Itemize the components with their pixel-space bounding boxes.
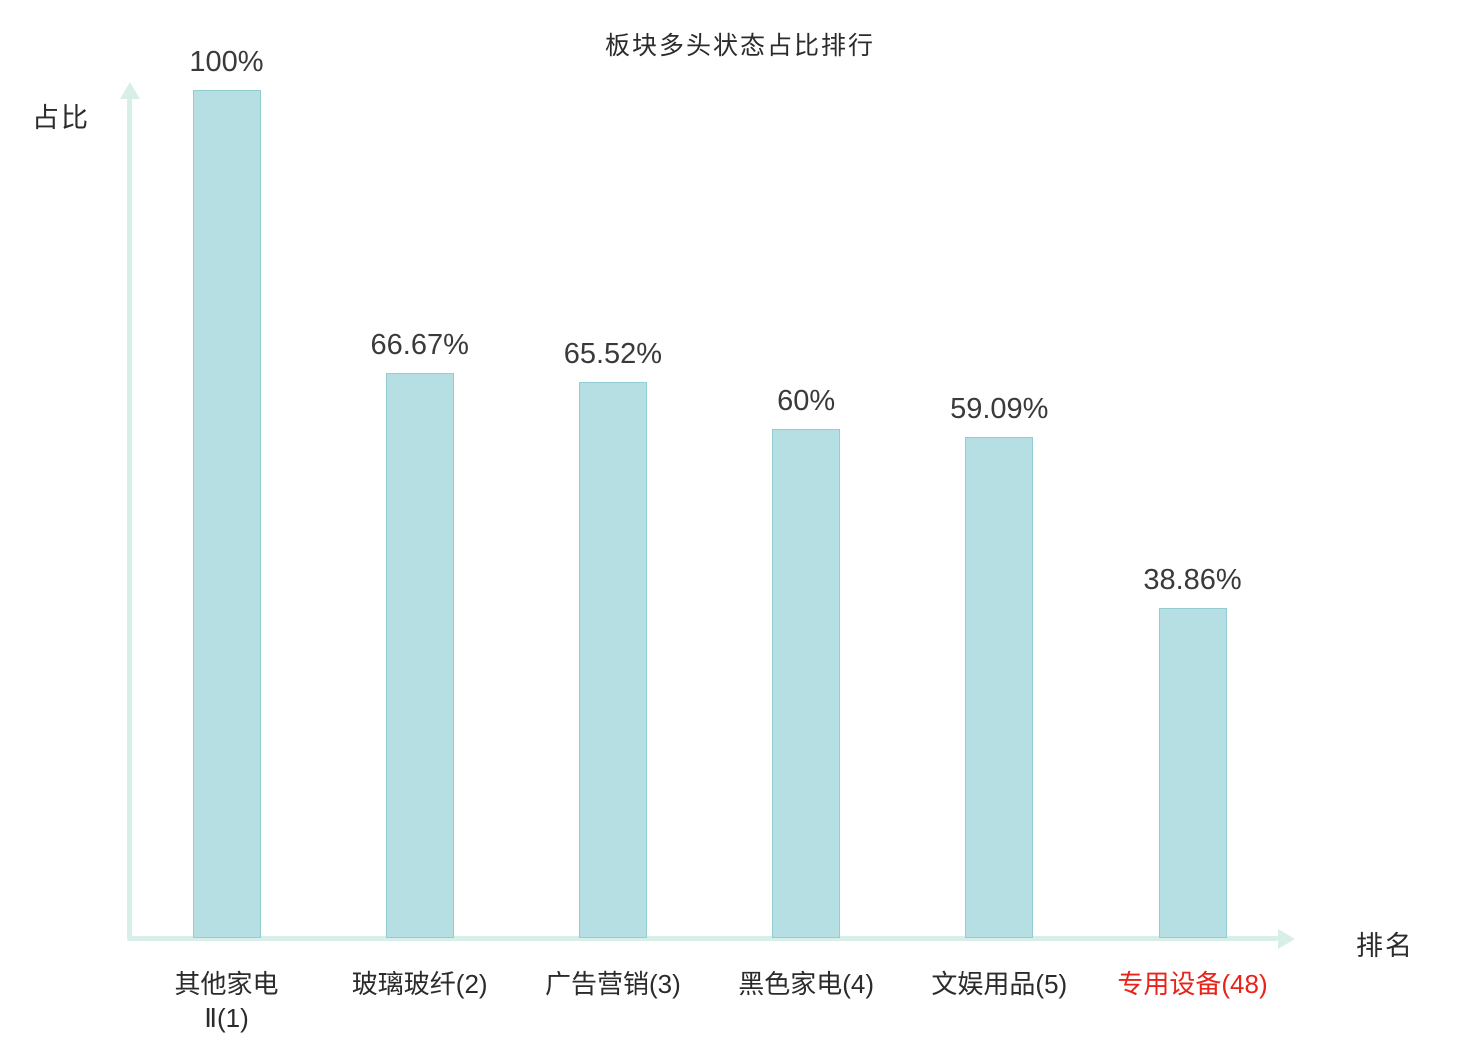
x-axis-label: 排名 [1356,931,1414,961]
bar-value-label: 60% [777,385,836,418]
x-axis-arrow-icon [1278,929,1295,949]
bar-value-label: 100% [189,46,264,78]
bar-value-label: 65.52% [563,338,663,371]
bar-value-label: 66.67% [370,328,469,361]
bar-2 [578,382,647,938]
bar-category-label: 其他家电 Ⅱ(1) [174,969,279,1033]
chart-title: 板块多头状态占比排行 [604,32,875,60]
y-axis-arrow-icon [120,82,140,99]
y-axis [127,98,132,940]
bar-value-label: 38.86% [1143,564,1242,597]
bar-category-label: 广告营销(3) [545,969,681,999]
bar-5 [1158,608,1227,938]
bar-1 [385,372,454,938]
bar-3 [772,429,841,938]
bar-4 [965,436,1034,938]
bar-value-label: 59.09% [950,392,1049,425]
bar-category-label: 专用设备(48) [1117,969,1268,999]
bar-category-label: 黑色家电(4) [738,969,874,999]
bar-category-label: 玻璃玻纤(2) [351,969,488,999]
bar-0 [192,90,261,938]
y-axis-label: 占比 [32,103,90,133]
x-axis [127,936,1279,941]
bar-category-label: 文娱用品(5) [931,969,1068,999]
